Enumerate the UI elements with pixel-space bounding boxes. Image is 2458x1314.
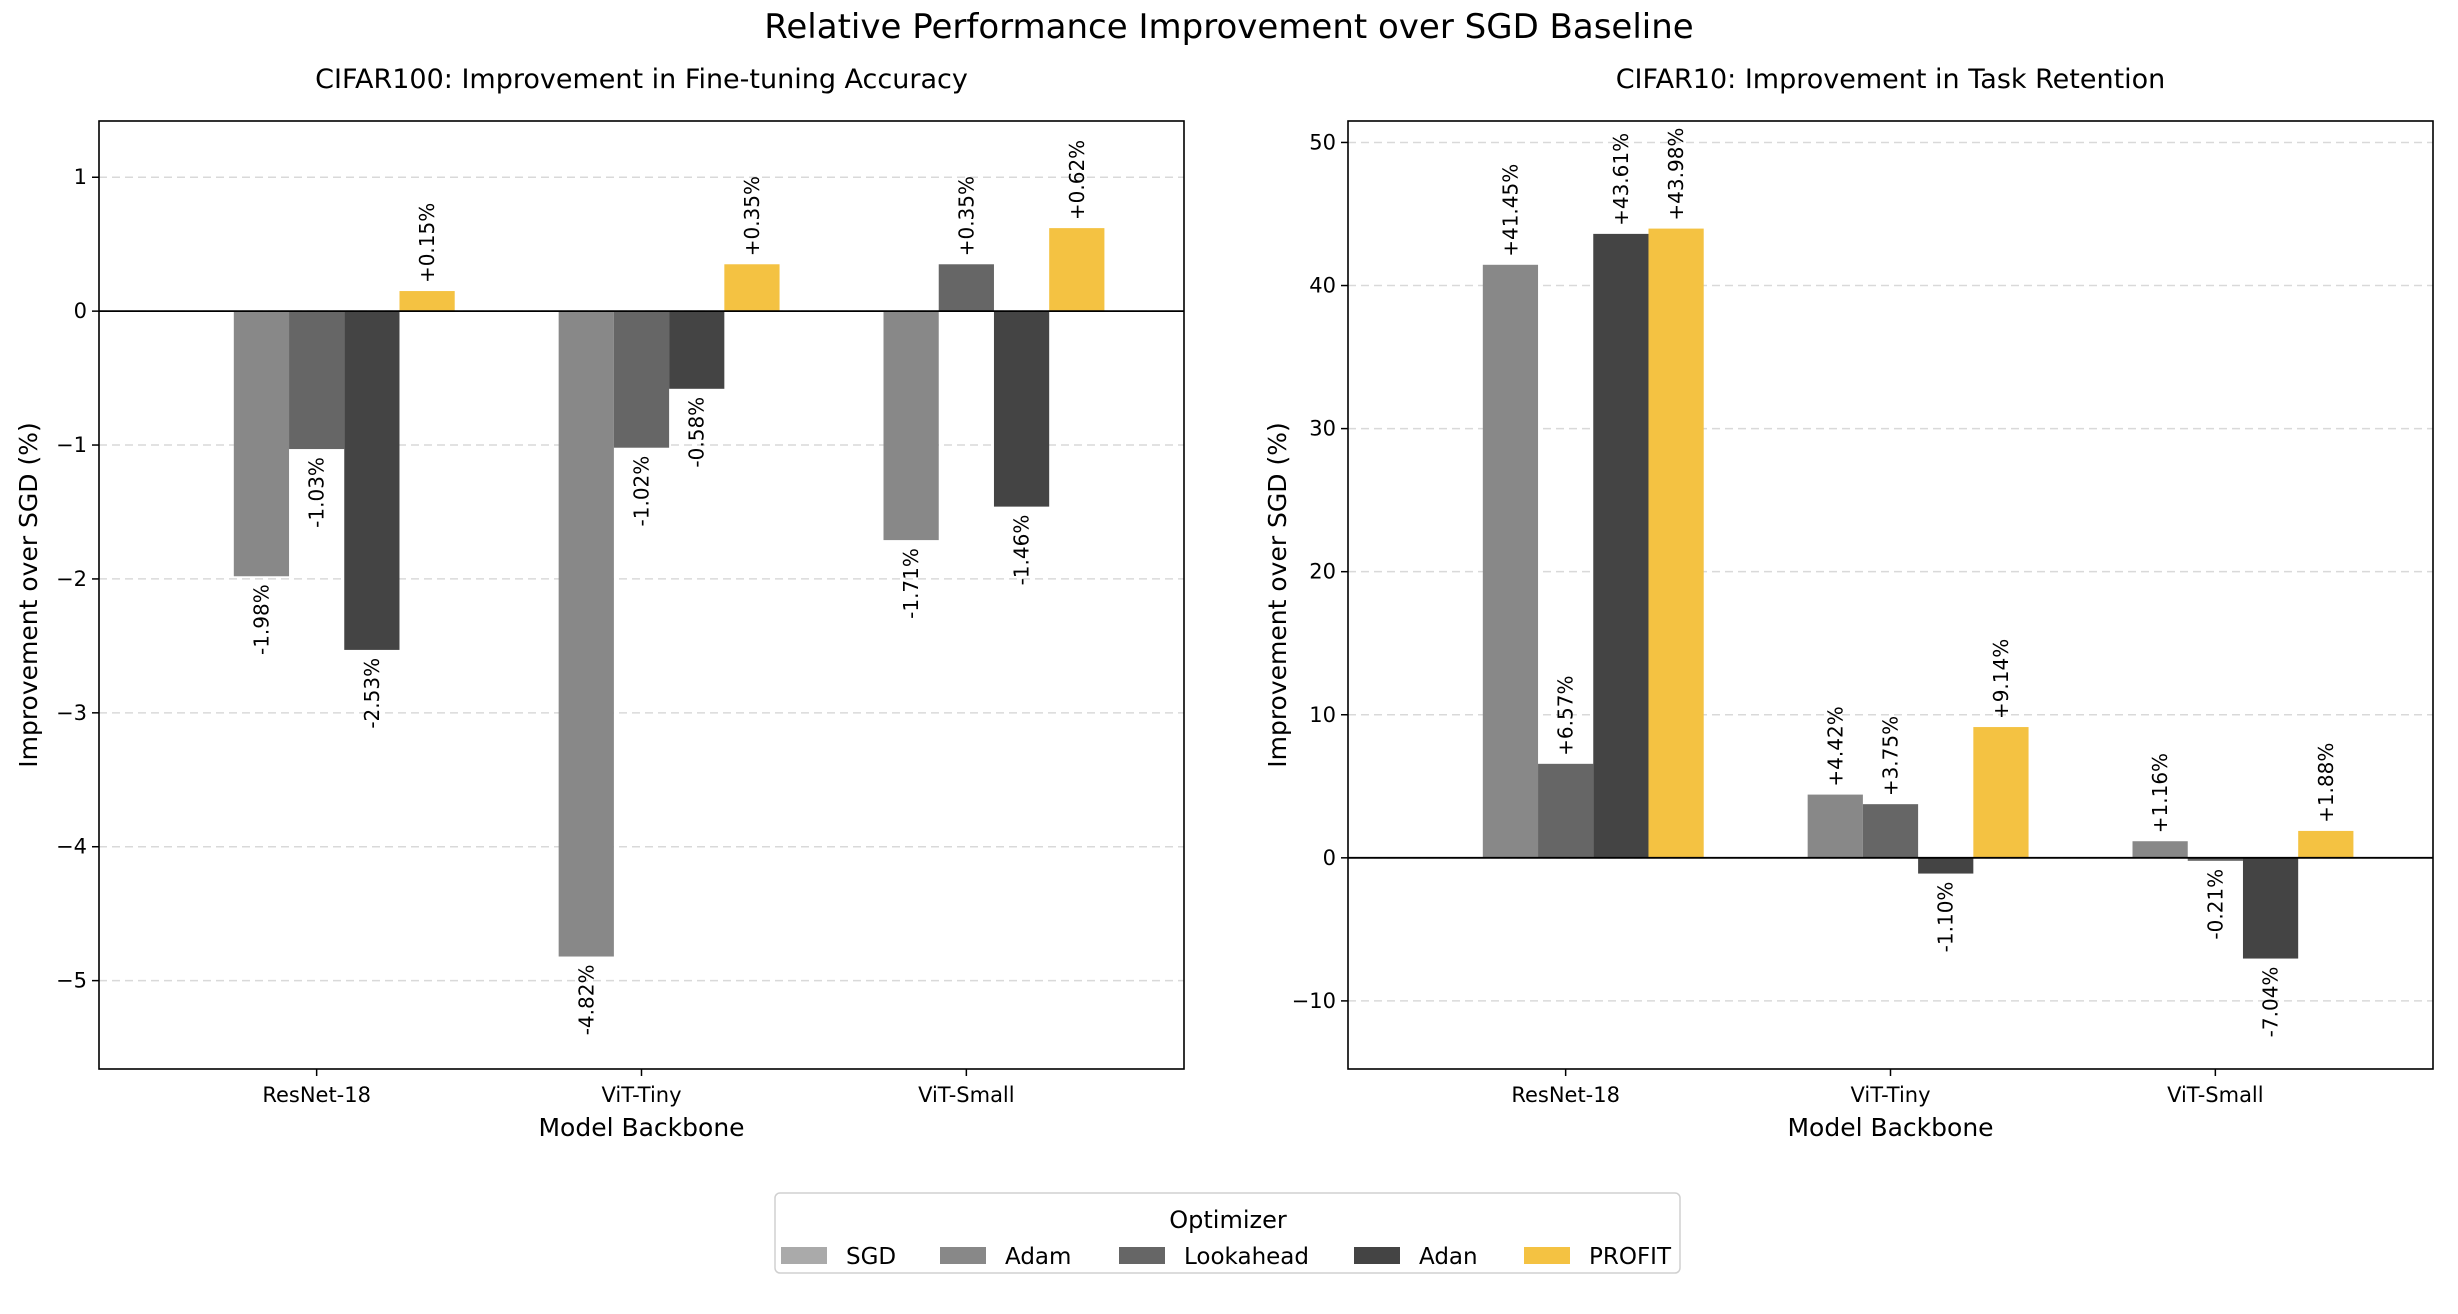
legend-label: Adan [1419, 1244, 1478, 1270]
data-label: -1.02% [630, 456, 654, 527]
y-tick-label: −2 [56, 567, 87, 591]
data-label: -1.46% [1010, 515, 1034, 586]
data-label: +0.35% [954, 176, 978, 256]
data-label: +9.14% [1989, 639, 2013, 719]
subplot-title: CIFAR100: Improvement in Fine-tuning Acc… [315, 64, 968, 95]
bar-adam-resnet-18 [1482, 264, 1539, 858]
bar-adam-vit-small [2132, 841, 2188, 858]
legend-swatch [940, 1247, 986, 1264]
y-tick-label: −3 [56, 701, 87, 725]
bar-adam-vit-tiny [1807, 794, 1863, 858]
y-tick-label: 1 [74, 165, 87, 189]
bar-adan-vit-tiny [1918, 857, 1974, 874]
bar-adam-vit-tiny [558, 311, 614, 957]
y-tick-label: −1 [56, 433, 87, 457]
bar-adan-vit-small [993, 311, 1050, 507]
data-label: +1.16% [2148, 753, 2172, 833]
bar-adam-vit-small [883, 311, 939, 541]
data-label: +0.35% [740, 176, 764, 256]
legend-title: Optimizer [1169, 1206, 1287, 1234]
x-tick-label: ViT-Tiny [601, 1083, 681, 1107]
data-label: -0.58% [685, 397, 709, 468]
legend-label: Adam [1005, 1244, 1071, 1270]
legend-entry-lookahead: Lookahead [1119, 1244, 1309, 1270]
legend-entry-sgd: SGD [781, 1244, 896, 1270]
y-axis-label: Improvement over SGD (%) [1263, 422, 1292, 768]
data-label: +3.75% [1879, 716, 1903, 796]
bar-profit-resnet-18 [399, 291, 455, 312]
data-label: +6.57% [1554, 676, 1578, 756]
bar-lookahead-vit-tiny [1862, 804, 1919, 858]
bar-adan-vit-tiny [669, 311, 725, 389]
bar-profit-vit-tiny [724, 264, 780, 312]
legend-entry-adan: Adan [1354, 1244, 1478, 1270]
y-tick-label: 10 [1309, 703, 1336, 727]
bar-lookahead-vit-small [938, 264, 994, 312]
data-label: +4.42% [1823, 706, 1847, 786]
data-label: -2.53% [360, 658, 384, 729]
data-label: +0.62% [1065, 140, 1089, 220]
y-tick-label: −10 [1292, 989, 1336, 1013]
legend-label: PROFIT [1589, 1244, 1672, 1270]
data-label: -1.10% [1934, 882, 1958, 953]
legend-label: SGD [846, 1244, 896, 1270]
legend-swatch [1119, 1247, 1165, 1264]
y-tick-label: −4 [56, 835, 87, 859]
bar-lookahead-resnet-18 [1538, 763, 1594, 858]
bar-profit-resnet-18 [1648, 228, 1704, 858]
data-label: -1.98% [249, 584, 273, 655]
x-tick-label: ViT-Small [2167, 1083, 2264, 1107]
data-label: +43.61% [1609, 133, 1633, 226]
legend-label: Lookahead [1184, 1244, 1309, 1270]
legend-entry-profit: PROFIT [1524, 1244, 1672, 1270]
legend-swatch [1524, 1247, 1570, 1264]
x-axis-label: Model Backbone [538, 1113, 744, 1142]
y-tick-label: 40 [1309, 274, 1336, 298]
data-label: -4.82% [574, 965, 598, 1036]
bar-lookahead-vit-small [2187, 857, 2243, 861]
x-tick-label: ResNet-18 [1511, 1083, 1620, 1107]
data-label: +1.88% [2314, 743, 2338, 823]
x-axis-label: Model Backbone [1787, 1113, 1993, 1142]
legend-swatch [1354, 1247, 1400, 1264]
y-tick-label: 20 [1309, 560, 1336, 584]
bar-adam-resnet-18 [233, 311, 290, 577]
x-tick-label: ViT-Small [918, 1083, 1015, 1107]
data-label: +41.45% [1498, 164, 1522, 257]
data-label: -0.21% [2203, 869, 2227, 940]
x-tick-label: ResNet-18 [262, 1083, 371, 1107]
figure-title: Relative Performance Improvement over SG… [764, 7, 1693, 47]
data-label: +43.98% [1664, 128, 1688, 221]
legend-entry-adam: Adam [940, 1244, 1071, 1270]
bar-adan-vit-small [2242, 857, 2299, 959]
y-tick-label: −5 [56, 969, 87, 993]
bar-lookahead-resnet-18 [289, 311, 345, 450]
bar-profit-vit-tiny [1973, 727, 2029, 858]
y-tick-label: 0 [74, 299, 87, 323]
y-tick-label: 30 [1309, 417, 1336, 441]
data-label: -7.04% [2259, 967, 2283, 1038]
x-tick-label: ViT-Tiny [1850, 1083, 1930, 1107]
legend-box [774, 1192, 1681, 1274]
legend: Optimizer SGD Adam Lookahead Adan PROFIT [774, 1192, 1681, 1274]
data-label: -1.03% [305, 457, 329, 528]
y-tick-label: 0 [1323, 846, 1336, 870]
data-label: -1.71% [899, 548, 923, 619]
legend-swatch [781, 1247, 827, 1264]
y-tick-label: 50 [1309, 130, 1336, 154]
bar-lookahead-vit-tiny [613, 311, 670, 448]
y-axis-label: Improvement over SGD (%) [14, 422, 43, 768]
subplot-1: CIFAR100: Improvement in Fine-tuning Acc… [14, 64, 1185, 1142]
data-label: +0.15% [415, 203, 439, 283]
subplot-title: CIFAR10: Improvement in Task Retention [1616, 64, 2166, 95]
bar-profit-vit-small [2298, 830, 2354, 858]
bar-profit-vit-small [1049, 228, 1105, 312]
bar-adan-resnet-18 [1593, 233, 1649, 858]
subplot-2: CIFAR10: Improvement in Task Retention −1… [1263, 64, 2434, 1142]
bar-adan-resnet-18 [344, 311, 400, 650]
